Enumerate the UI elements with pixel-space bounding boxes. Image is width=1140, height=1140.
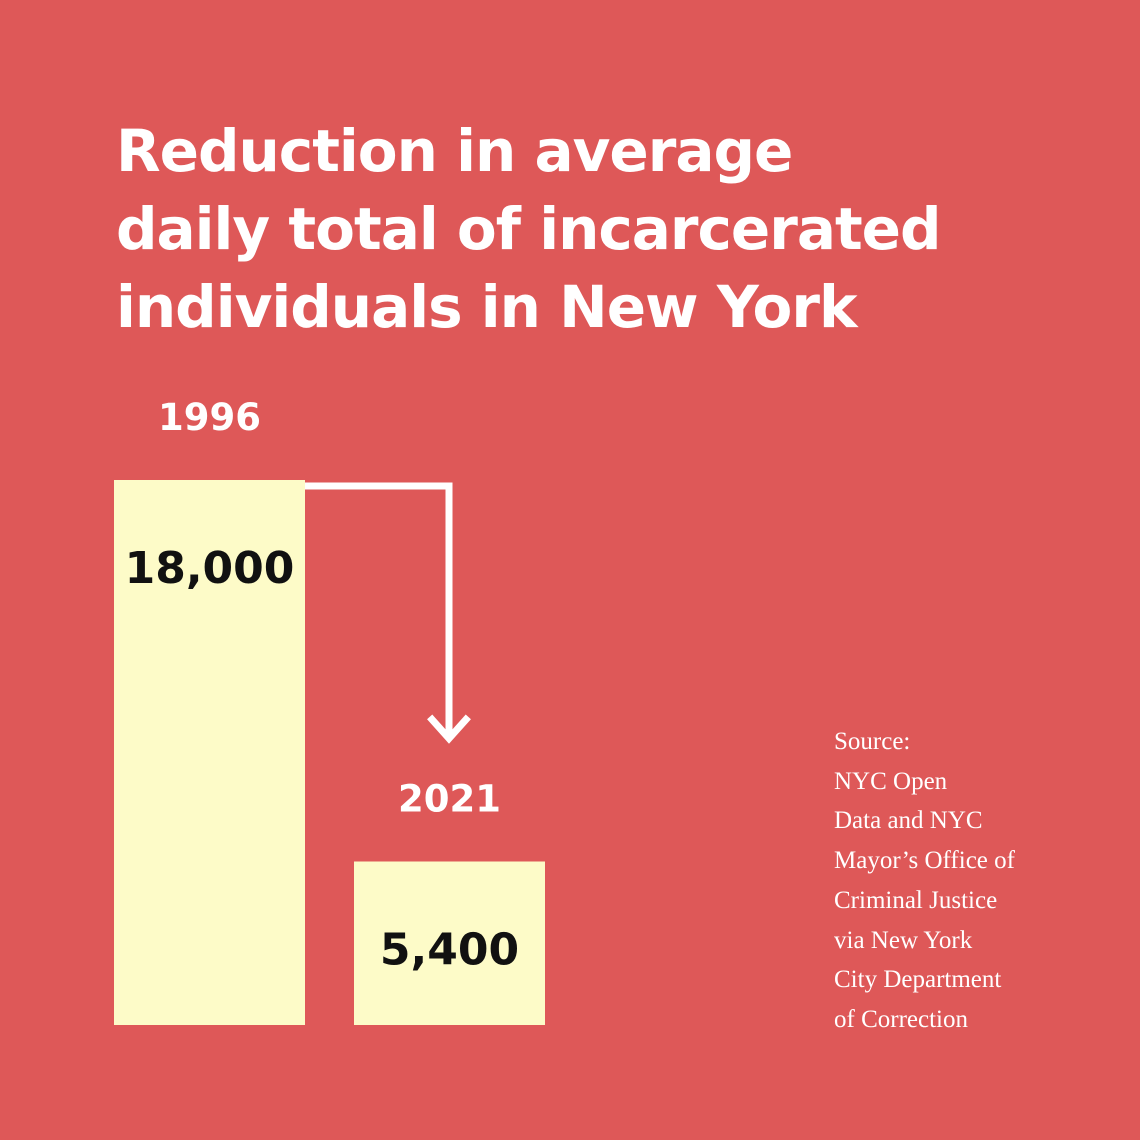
chart-title: Reduction in average daily total of inca…	[116, 112, 1076, 346]
data-label: 5,400	[380, 925, 519, 976]
title-line: Reduction in average	[116, 117, 793, 185]
bar-1996	[114, 480, 305, 1025]
arrow-head	[427, 714, 471, 744]
title-line: daily total of incarcerated	[116, 195, 942, 263]
source-line: via New York	[834, 926, 973, 954]
source-line: Source:	[834, 728, 911, 755]
source-note: Source: NYC Open Data and NYC Mayor’s Of…	[834, 722, 1074, 1040]
arrow-line	[305, 482, 453, 737]
category-label: 1996	[158, 396, 261, 439]
source-line: Data and NYC	[834, 807, 983, 835]
source-line: Mayor’s Office of	[834, 847, 1015, 875]
data-label: 18,000	[125, 543, 295, 594]
source-line: NYC Open	[834, 767, 948, 795]
source-line: Criminal Justice	[834, 886, 998, 914]
source-line: City Department	[834, 966, 1002, 994]
bar-2021	[354, 861, 545, 1025]
category-label: 2021	[398, 778, 501, 821]
source-line: of Correction	[834, 1005, 968, 1033]
title-line: individuals in New York	[116, 273, 858, 341]
